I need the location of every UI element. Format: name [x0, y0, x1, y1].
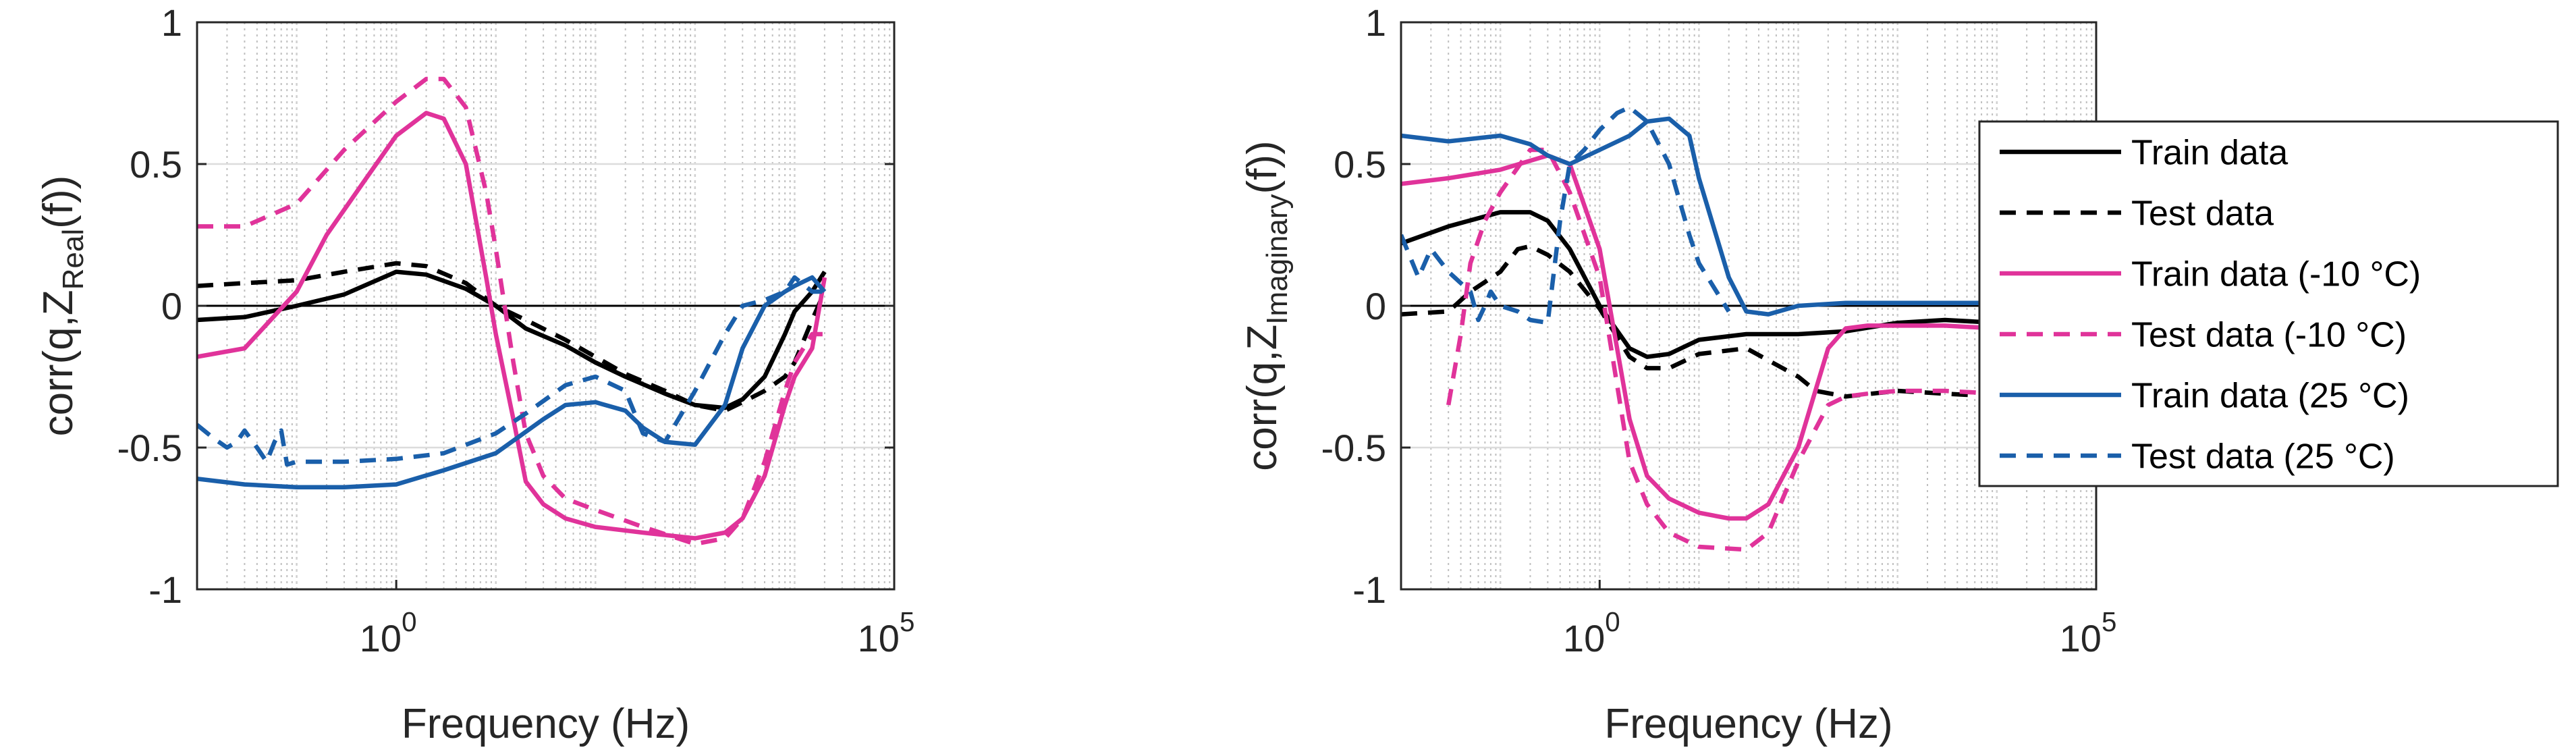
series-line-6 [1401, 105, 1731, 325]
legend-label: Train data [2131, 134, 2288, 173]
legend-label: Test data [2131, 194, 2274, 234]
y-tick-label: -1 [148, 568, 182, 611]
legend: Train data Test data Train data (-10 °C) Te… [1978, 120, 2559, 487]
x-tick-exponent: 5 [2102, 606, 2116, 637]
series-line-1 [1401, 210, 2027, 359]
x-tick-exponent: 0 [402, 606, 416, 637]
x-tick-exponent: 0 [1605, 606, 1620, 637]
series-line-5 [1401, 116, 2027, 317]
legend-label: Train data (25 °C) [2131, 377, 2409, 416]
legend-label: Test data (-10 °C) [2131, 316, 2407, 355]
y-tick-label: 0 [1365, 285, 1386, 327]
series-line-3 [197, 111, 827, 541]
y-axis-label: corr(q,ZReal(f)) [35, 176, 90, 437]
y-tick-label: -0.5 [1321, 427, 1387, 469]
y-tick-label: 0.5 [1334, 143, 1386, 186]
y-tick-label: 1 [161, 1, 182, 44]
y-axis-label: corr(q,ZImaginary(f)) [1239, 140, 1294, 471]
series-line-6 [197, 275, 825, 467]
series-group [1401, 105, 2027, 552]
x-axis-label: Frequency (Hz) [1604, 701, 1892, 747]
series-line-2 [197, 261, 827, 413]
y-tick-label: -0.5 [117, 427, 183, 469]
legend-label: Test data (25 °C) [2131, 437, 2395, 477]
x-tick-exponent: 5 [900, 606, 914, 637]
y-tick-label: 1 [1365, 1, 1386, 44]
series-line-4 [197, 76, 825, 547]
y-tick-label: -1 [1352, 568, 1386, 611]
x-axis-label: Frequency (Hz) [402, 701, 690, 747]
y-tick-label: 0 [161, 285, 182, 327]
legend-label: Train data (-10 °C) [2131, 255, 2421, 294]
legend-box [1978, 120, 2559, 487]
y-tick-label: 0.5 [130, 143, 182, 186]
series-group [197, 76, 827, 547]
series-line-1 [197, 269, 827, 410]
